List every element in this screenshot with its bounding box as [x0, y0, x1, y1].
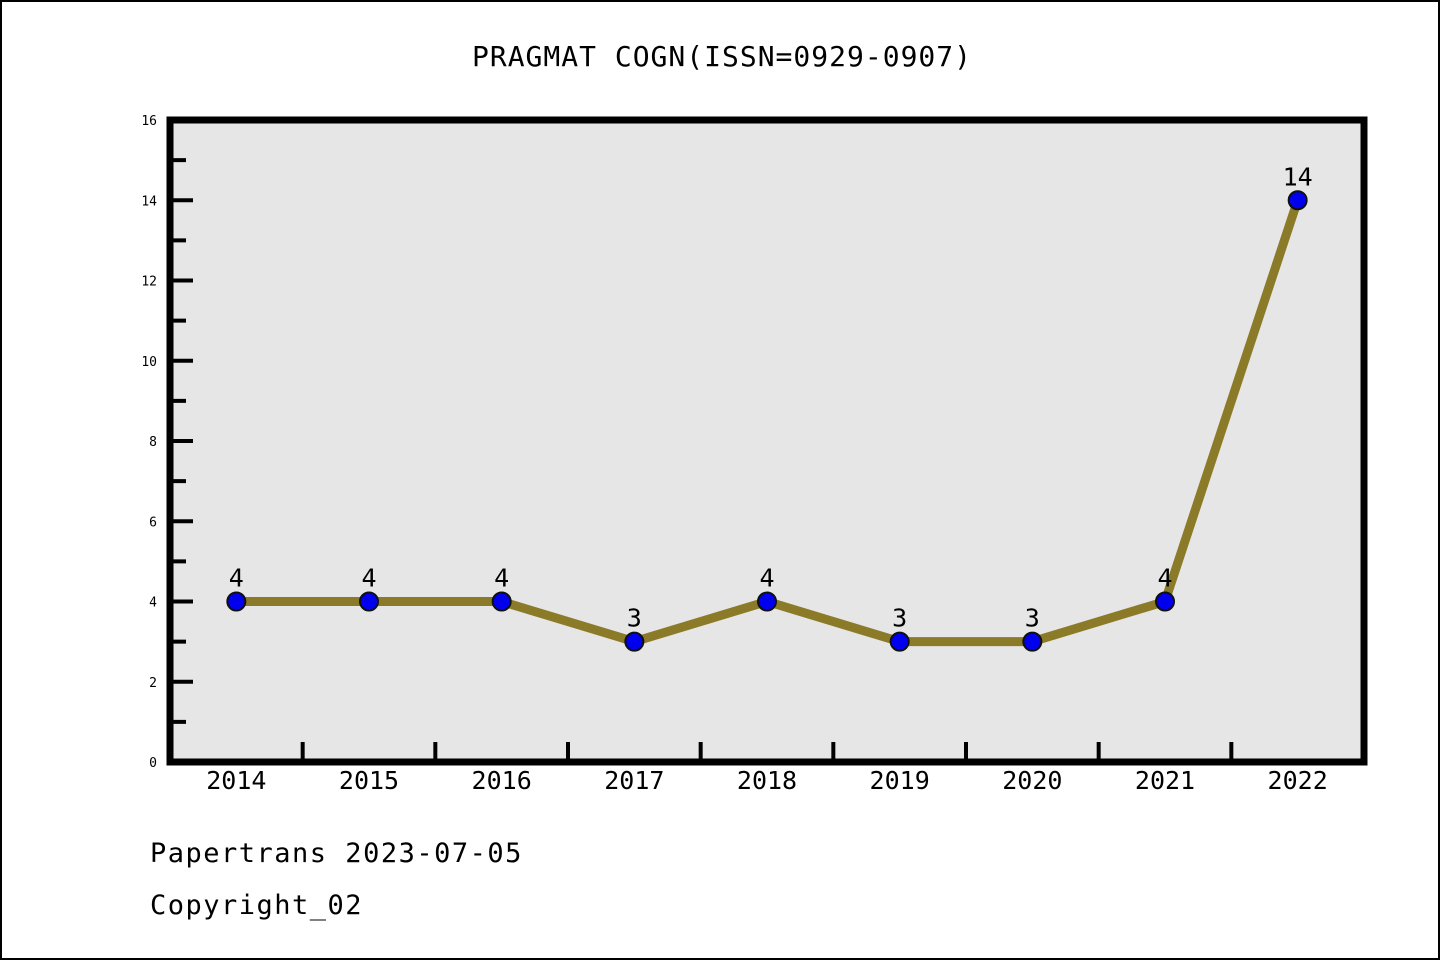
- y-tick-label: 6: [149, 515, 157, 530]
- y-axis-tick-labels: 0 2 4 6 8 10 12 14 16: [141, 114, 157, 771]
- y-tick-label: 16: [141, 114, 157, 129]
- x-tick-label: 2018: [737, 766, 797, 795]
- y-tick-label: 8: [149, 435, 157, 450]
- data-point-marker: [889, 631, 910, 652]
- data-point-value-labels: 4 4 4 3 4 3 3 4 14: [229, 162, 1313, 632]
- plot-background: [170, 120, 1364, 762]
- data-point-marker: [491, 591, 512, 612]
- footer-date: Papertrans 2023-07-05: [150, 838, 523, 869]
- x-axis-tick-labels: 2014 2015 2016 2017 2018 2019 2020 2021 2022: [206, 766, 1328, 795]
- data-point-label: 3: [892, 604, 907, 633]
- data-point-marker: [1155, 591, 1175, 612]
- x-tick-label: 2020: [1002, 766, 1062, 795]
- data-point-label: 14: [1283, 162, 1313, 191]
- x-tick-label: 2017: [604, 766, 664, 795]
- y-axis-minor-ticks: [173, 158, 186, 724]
- x-tick-label: 2021: [1135, 766, 1195, 795]
- x-tick-label: 2019: [870, 766, 930, 795]
- y-tick-label: 14: [141, 194, 157, 209]
- y-axis-major-ticks: [173, 198, 193, 684]
- chart-title: PRAGMAT COGN(ISSN=0929-0907): [471, 40, 972, 73]
- data-point-marker: [757, 591, 777, 612]
- data-point-marker: [226, 591, 247, 612]
- data-point-label: 4: [759, 564, 774, 593]
- footer-copyright: Copyright_02: [150, 890, 364, 921]
- y-tick-label: 0: [149, 756, 157, 771]
- x-tick-label: 2015: [339, 766, 399, 795]
- y-tick-label: 10: [141, 355, 157, 370]
- y-tick-label: 12: [141, 275, 157, 290]
- x-axis-ticks: [300, 742, 1234, 759]
- data-point-label: 4: [229, 564, 244, 593]
- y-tick-label: 4: [149, 596, 157, 611]
- data-point-label: 3: [1025, 604, 1040, 633]
- data-point-markers: [226, 190, 1308, 652]
- x-tick-label: 2016: [472, 766, 532, 795]
- data-point-label: 4: [361, 564, 376, 593]
- y-tick-label: 2: [149, 676, 157, 691]
- data-point-label: 4: [1157, 564, 1172, 593]
- x-tick-label: 2014: [206, 766, 266, 795]
- data-point-label: 4: [494, 564, 509, 593]
- data-point-marker: [624, 631, 645, 652]
- plot-border: [166, 116, 1368, 766]
- data-point-label: 3: [627, 604, 642, 633]
- x-tick-label: 2022: [1268, 766, 1328, 795]
- data-point-marker: [1287, 190, 1308, 211]
- data-point-marker: [359, 591, 379, 612]
- data-point-marker: [1022, 631, 1043, 652]
